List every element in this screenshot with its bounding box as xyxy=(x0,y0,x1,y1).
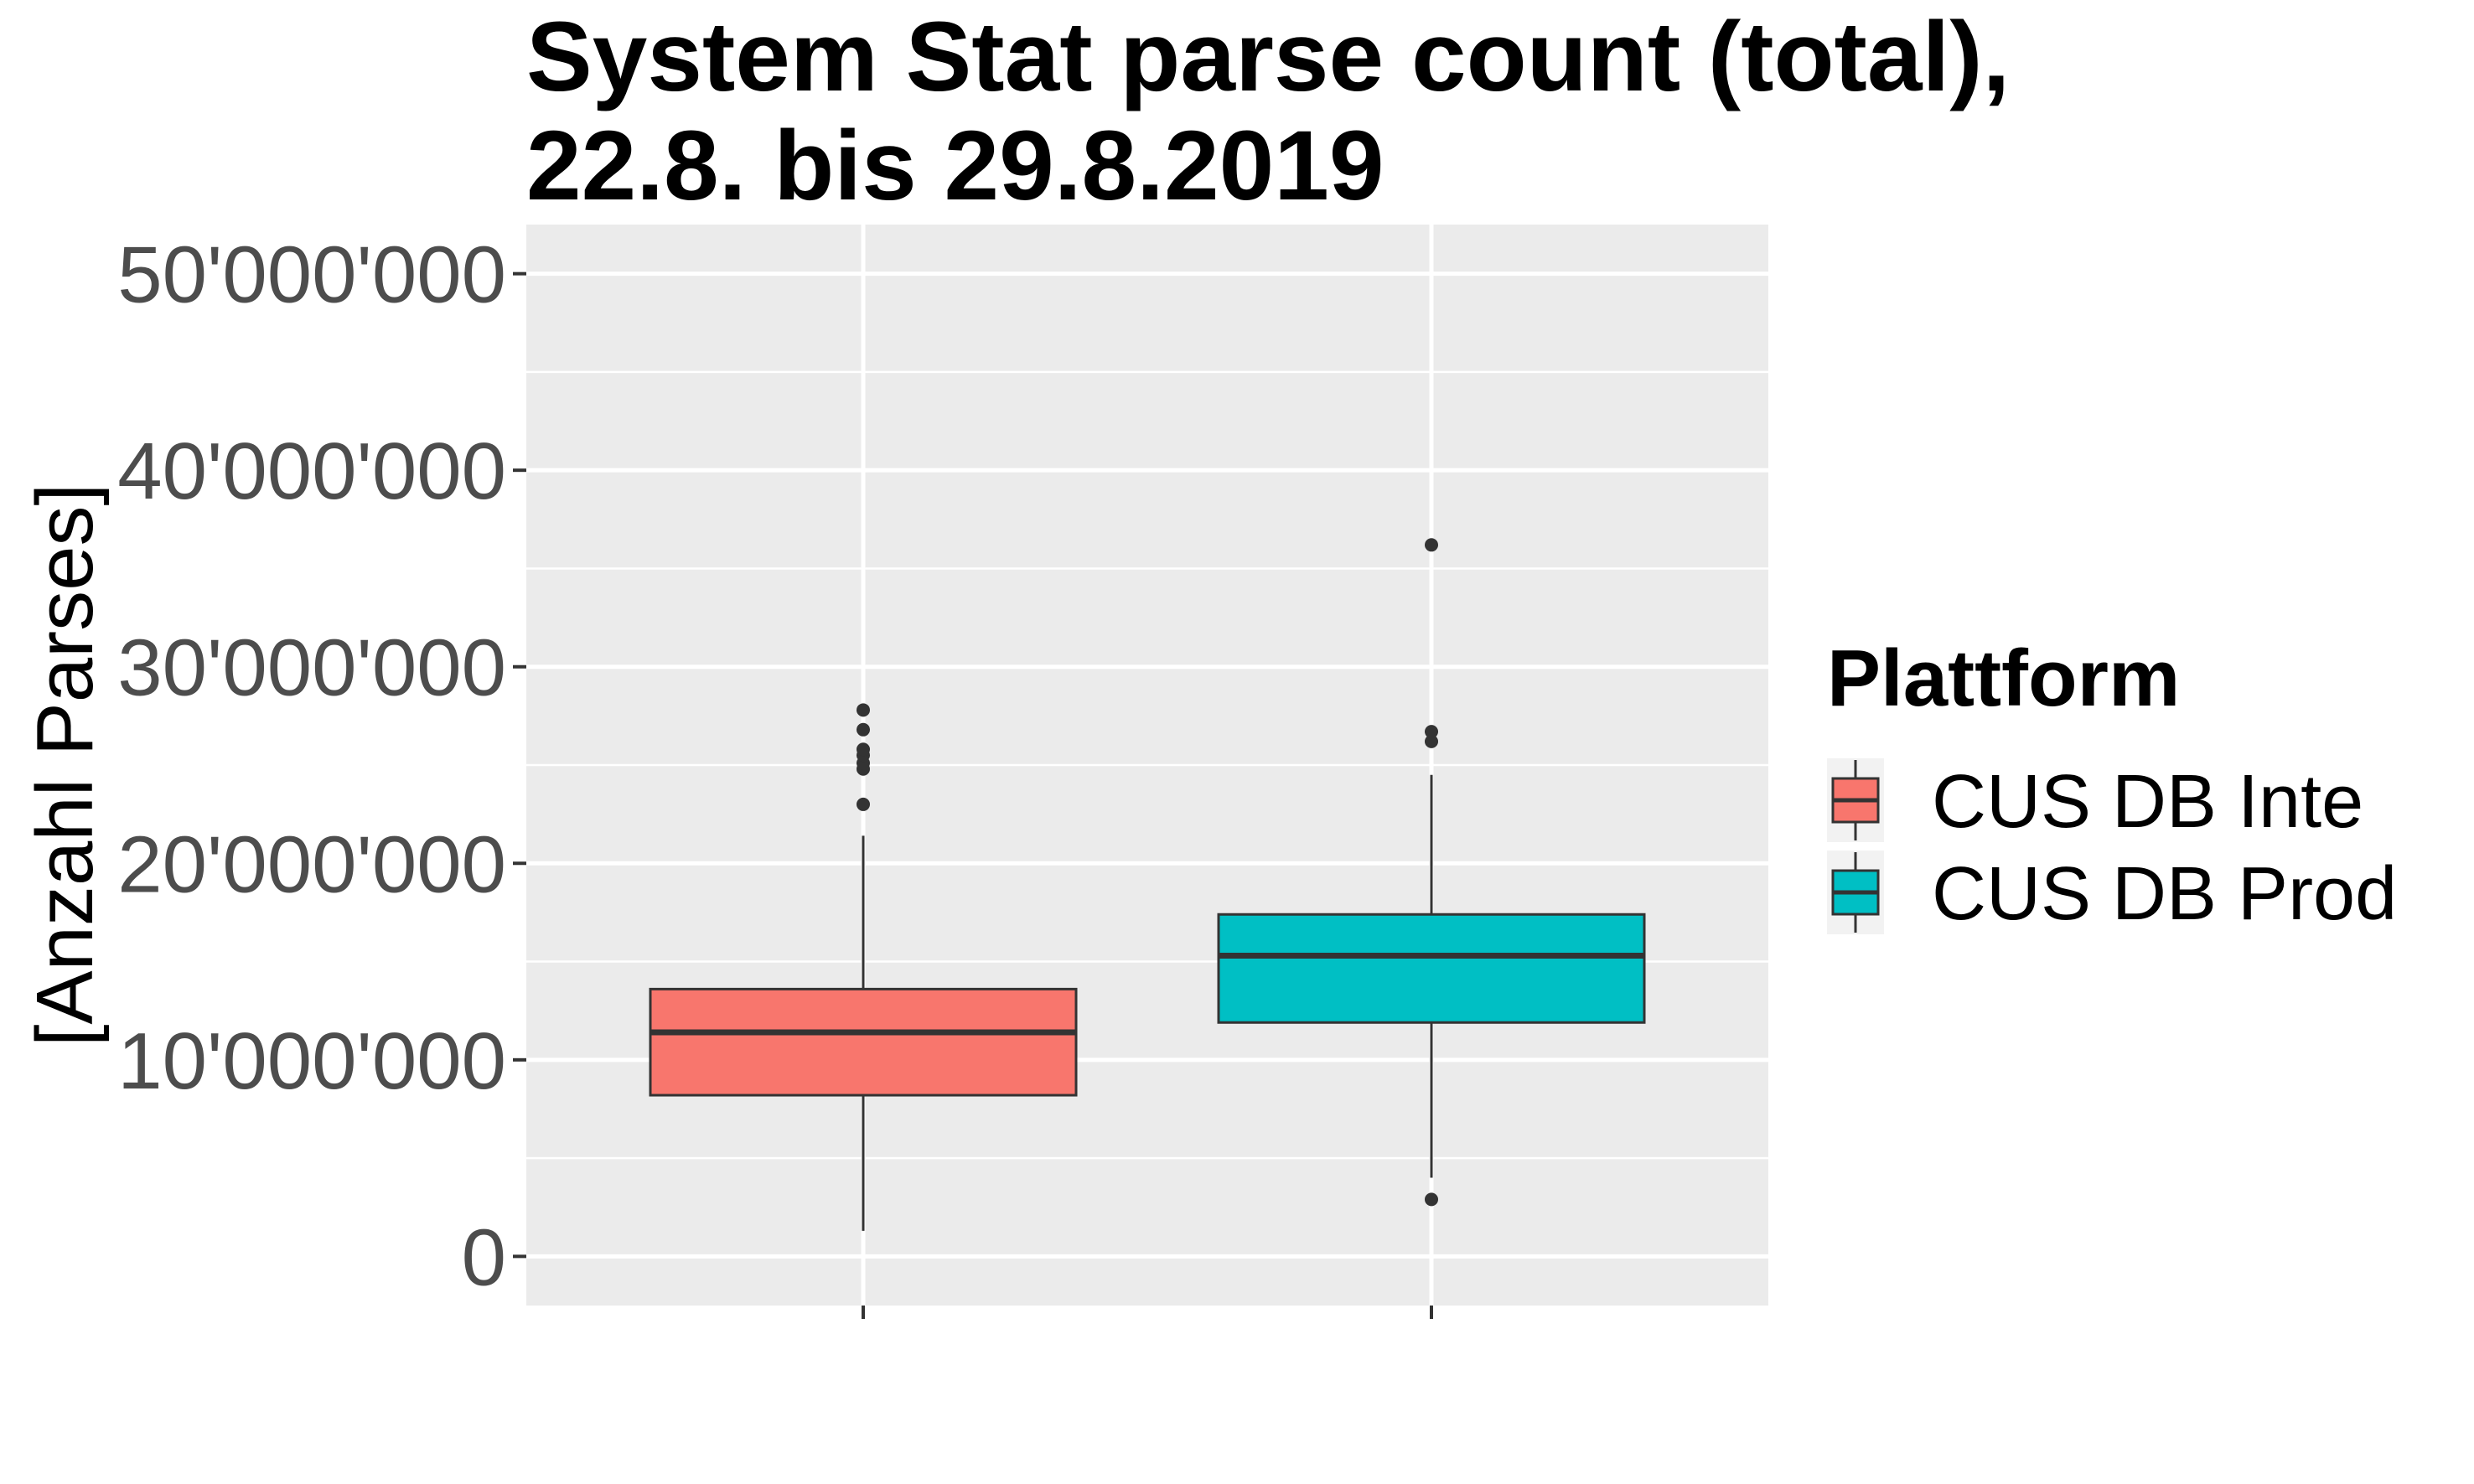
legend-key-cus-db-inte: CUS DB Inte xyxy=(1827,758,2363,844)
legend-label: CUS DB Prod xyxy=(1932,852,2397,936)
y-tick-label: 50'000'000 xyxy=(117,230,506,320)
outlier-point xyxy=(857,797,870,811)
chart-title-line-1: System Stat parse count (total), xyxy=(526,2,2010,112)
outlier-point xyxy=(1425,734,1438,748)
outlier-point xyxy=(1425,725,1438,739)
outlier-point xyxy=(857,703,870,717)
y-tick-label: 0 xyxy=(462,1213,506,1302)
y-axis-title: [Anzahl Parses] xyxy=(20,483,110,1047)
legend-title: Plattform xyxy=(1827,633,2180,723)
chart-title-line-2: 22.8. bis 29.8.2019 xyxy=(526,111,1384,221)
outlier-point xyxy=(1425,1192,1438,1207)
outlier-point xyxy=(857,722,870,737)
legend-key-cus-db-prod: CUS DB Prod xyxy=(1827,851,2397,936)
box-iqr xyxy=(649,987,1078,1097)
box-series xyxy=(649,538,1646,1231)
y-axis: 0 10'000'000 20'000'000 30'000'000 40'000'00… xyxy=(117,230,526,1302)
major-gridlines xyxy=(526,225,1768,1306)
x-axis xyxy=(862,1306,1433,1319)
y-tick-label: 30'000'000 xyxy=(117,623,506,713)
box-cus-db-inte xyxy=(649,703,1078,1231)
chart-title: System Stat parse count (total), 22.8. b… xyxy=(526,2,2010,221)
box-cus-db-prod xyxy=(1217,538,1646,1207)
outlier-point xyxy=(857,742,870,757)
minor-gridlines xyxy=(526,370,1768,1160)
outlier-point xyxy=(1425,538,1438,552)
legend-label: CUS DB Inte xyxy=(1932,760,2363,844)
y-tick-label: 20'000'000 xyxy=(117,820,506,909)
y-tick-label: 10'000'000 xyxy=(117,1016,506,1106)
y-tick-label: 40'000'000 xyxy=(117,427,506,516)
box-iqr xyxy=(1217,913,1646,1024)
